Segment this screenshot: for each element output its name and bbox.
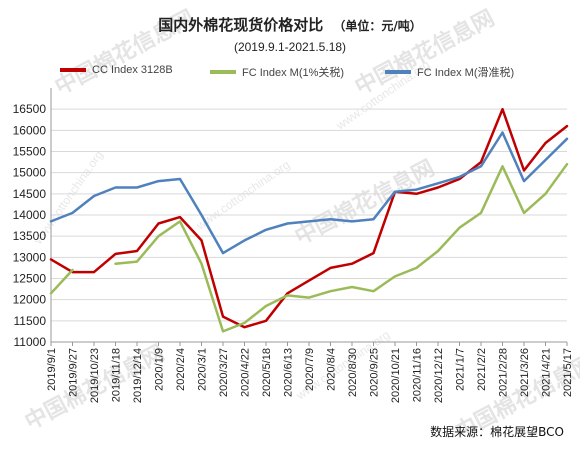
series-line-cc-index: [49, 107, 569, 329]
legend-swatch-fc-1pct: [210, 70, 236, 74]
y-tick-label: 14500: [13, 187, 47, 201]
series-line-fc-sliding: [49, 131, 569, 255]
x-tick-label: 2020/2/4: [175, 348, 187, 391]
title-text: 国内外棉花现货价格对比: [158, 16, 324, 34]
x-tick-label: 2021/1/7: [455, 348, 467, 391]
x-tick-label: 2021/2/28: [498, 348, 510, 397]
y-tick-label: 13500: [13, 229, 47, 243]
x-tick-label: 2020/8/4: [326, 348, 338, 391]
legend-swatch-fc-sliding: [385, 70, 411, 74]
unit-label: （单位：元/吨）: [333, 19, 422, 33]
x-tick-label: 2019/12/14: [132, 348, 144, 403]
x-tick-label: 2020/9/25: [369, 348, 381, 397]
watermark-url: www.cottonchina.org: [193, 157, 293, 233]
x-tick-label: 2020/5/18: [261, 348, 273, 397]
y-tick-label: 12500: [13, 272, 47, 286]
legend-label-cc: CC Index 3128B: [92, 64, 173, 76]
x-tick-label: 2020/11/16: [412, 348, 424, 402]
chart-legend: CC Index 3128B FC Index M(1%关税) FC Index…: [60, 64, 575, 84]
x-tick-label: 2020/3/1: [197, 348, 209, 391]
x-tick-label: 2021/3/26: [519, 348, 531, 397]
x-tick-label: 2019/11/18: [111, 348, 123, 402]
y-tick-label: 11500: [14, 314, 47, 328]
chart-title: 国内外棉花现货价格对比 （单位：元/吨）: [0, 14, 580, 35]
x-tick-label: 2019/9/1: [46, 348, 58, 391]
series-line-fc-1pct: [49, 162, 569, 333]
y-tick-label: 12000: [13, 293, 47, 307]
x-tick-label: 2019/9/27: [68, 348, 80, 397]
x-tick-label: 2020/6/13: [283, 348, 295, 397]
x-tick-label: 2020/10/21: [390, 348, 402, 403]
data-source: 数据来源：棉花展望BCO: [430, 425, 564, 439]
y-tick-label: 14000: [13, 208, 47, 222]
chart-subtitle: (2019.9.1-2021.5.18): [233, 40, 347, 54]
x-tick-label: 2020/8/30: [347, 348, 359, 397]
y-tick-label: 11000: [14, 335, 47, 349]
x-tick-label: 2020/3/27: [218, 348, 230, 397]
x-tick-label: 2020/1/9: [154, 348, 166, 391]
watermark-text: 中国棉花信息网: [291, 155, 439, 249]
legend-item-fc-1pct: FC Index M(1%关税): [210, 64, 344, 80]
x-tick-label: 2021/4/21: [541, 348, 553, 397]
legend-label-fc-1pct: FC Index M(1%关税): [242, 67, 345, 79]
legend-item-fc-sliding: FC Index M(滑准税): [385, 64, 514, 80]
legend-label-fc-sliding: FC Index M(滑准税): [417, 67, 515, 79]
y-tick-label: 15500: [13, 145, 47, 159]
x-tick-label: 2020/4/22: [240, 348, 252, 397]
x-tick-label: 2021/5/17: [562, 348, 574, 397]
x-tick-label: 2020/7/9: [304, 348, 316, 391]
y-tick-label: 16500: [13, 102, 47, 116]
y-tick-label: 13000: [13, 250, 47, 264]
y-tick-label: 16000: [13, 123, 47, 137]
legend-swatch-cc: [60, 68, 86, 72]
y-tick-label: 15000: [13, 166, 47, 180]
x-tick-label: 2019/10/23: [89, 348, 101, 403]
legend-item-cc-index: CC Index 3128B: [60, 64, 173, 76]
x-tick-label: 2020/12/12: [433, 348, 445, 403]
x-tick-label: 2021/2/2: [476, 348, 488, 391]
